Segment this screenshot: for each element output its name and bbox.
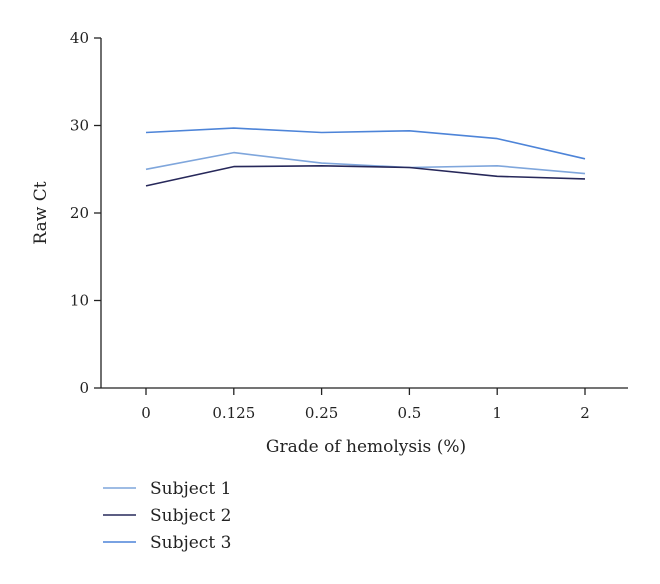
x-tick-label: 0 (141, 404, 151, 422)
x-tick-label: 2 (580, 404, 590, 422)
x-tick-label: 0.25 (305, 404, 338, 422)
legend: Subject 1 Subject 2 Subject 3 (103, 479, 231, 553)
chart-axes (100, 38, 628, 389)
legend-label-subject-3: Subject 3 (150, 533, 231, 553)
series-line-subject-3 (145, 127, 586, 160)
y-tick-label: 0 (79, 379, 89, 397)
legend-label-subject-1: Subject 1 (150, 479, 231, 499)
y-axis-title: Raw Ct (31, 181, 51, 244)
legend-label-subject-2: Subject 2 (150, 506, 231, 526)
x-axis-ticks: 0 0.125 0.25 0.5 1 2 (141, 388, 590, 422)
y-tick-label: 20 (70, 204, 89, 222)
y-tick-label: 10 (70, 292, 89, 310)
series-lines (145, 127, 586, 187)
y-tick-label: 40 (70, 29, 89, 47)
x-tick-label: 0.125 (212, 404, 255, 422)
x-tick-label: 0.5 (397, 404, 421, 422)
x-axis-title: Grade of hemolysis (%) (266, 437, 466, 457)
y-tick-label: 30 (70, 117, 89, 135)
y-axis-ticks: 0 10 20 30 40 (70, 29, 101, 397)
x-tick-label: 1 (492, 404, 502, 422)
series-line-subject-2 (145, 165, 586, 187)
series-line-subject-1 (145, 151, 586, 175)
